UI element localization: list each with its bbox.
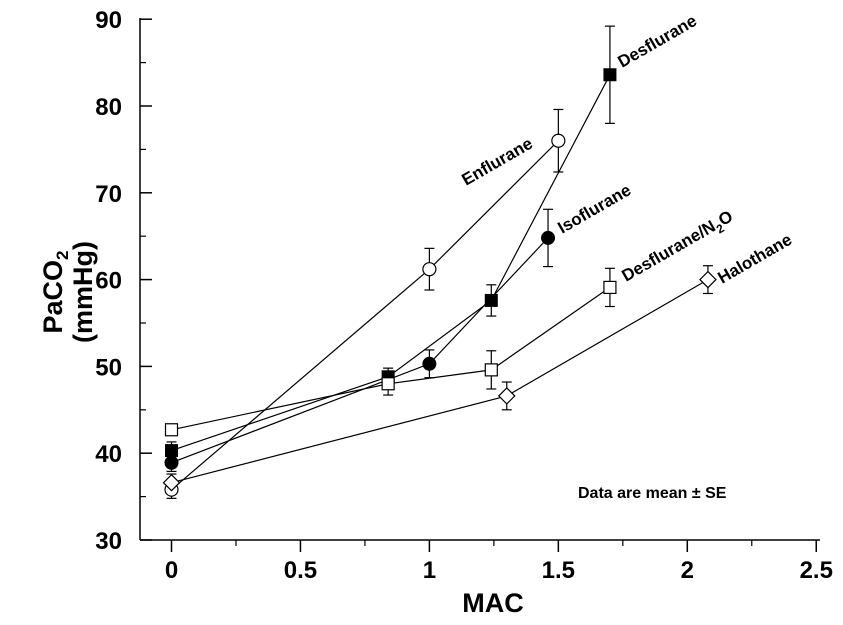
data-point-desflurane-n-n2o <box>164 423 179 437</box>
data-point-isoflurane <box>541 230 556 245</box>
data-point-desflurane <box>165 444 178 458</box>
ticks <box>140 18 817 552</box>
series-label-halothane: Halothane <box>715 230 796 288</box>
x-tick-label: 0 <box>165 557 178 584</box>
series-label-isoflurane: Isoflurane <box>555 180 635 237</box>
svg-text:Halothane: Halothane <box>715 230 796 288</box>
y-tick-label: 60 <box>95 268 122 295</box>
data-point-desflurane-n-n2o <box>603 280 617 295</box>
data-point-desflurane-n-n2o <box>381 377 395 391</box>
series-line-desflurane <box>171 74 611 452</box>
data-point-isoflurane <box>164 455 179 470</box>
data-point-desflurane <box>603 68 617 82</box>
tick-labels: 30 40 50 60 70 80 90 0 0.5 1 1.5 2 2.5 <box>95 7 833 584</box>
y-tick-label: 80 <box>95 94 122 121</box>
data-point-desflurane <box>484 293 498 307</box>
y-axis-title-subscript: 2 <box>53 251 72 260</box>
x-tick-label: 2 <box>681 557 694 584</box>
data-note: Data are mean ± SE <box>578 485 727 502</box>
data-point-isoflurane <box>422 356 437 371</box>
x-tick-label: 1 <box>423 557 436 584</box>
data-point-halothane <box>699 270 717 289</box>
data-point-enflurane <box>551 133 566 148</box>
y-axis-title: PaCO2 (mmHg) <box>38 241 98 343</box>
y-axis-title-unit: (mmHg) <box>68 241 98 343</box>
series-line-halothane <box>171 279 709 484</box>
x-axis-title: MAC <box>462 588 524 618</box>
svg-text:Desflurane: Desflurane <box>615 11 701 71</box>
y-tick-label: 70 <box>95 181 122 208</box>
svg-text:Isoflurane: Isoflurane <box>555 180 635 237</box>
series-line-enflurane <box>171 140 559 491</box>
y-axis-title-main: PaCO <box>38 260 68 334</box>
data-point-enflurane <box>422 262 437 277</box>
y-tick-label: 40 <box>95 441 122 468</box>
series-label-enflurane: Enflurane <box>459 134 536 190</box>
data-point-desflurane-n-n2o <box>484 363 498 377</box>
x-tick-label: 1.5 <box>542 557 575 584</box>
series-label-desflurane: Desflurane <box>615 11 701 71</box>
markers <box>162 68 717 497</box>
y-tick-label: 30 <box>95 528 122 555</box>
y-tick-label: 90 <box>95 7 122 34</box>
data-point-halothane <box>497 387 516 405</box>
x-tick-label: 0.5 <box>284 557 317 584</box>
svg-text:Enflurane: Enflurane <box>459 134 536 190</box>
x-tick-label: 2.5 <box>800 557 833 584</box>
svg-text:PaCO2: PaCO2 <box>38 251 72 334</box>
y-tick-label: 50 <box>95 354 122 381</box>
data-point-halothane <box>162 473 181 492</box>
series-line-desflurane-n-n2o <box>171 286 611 431</box>
